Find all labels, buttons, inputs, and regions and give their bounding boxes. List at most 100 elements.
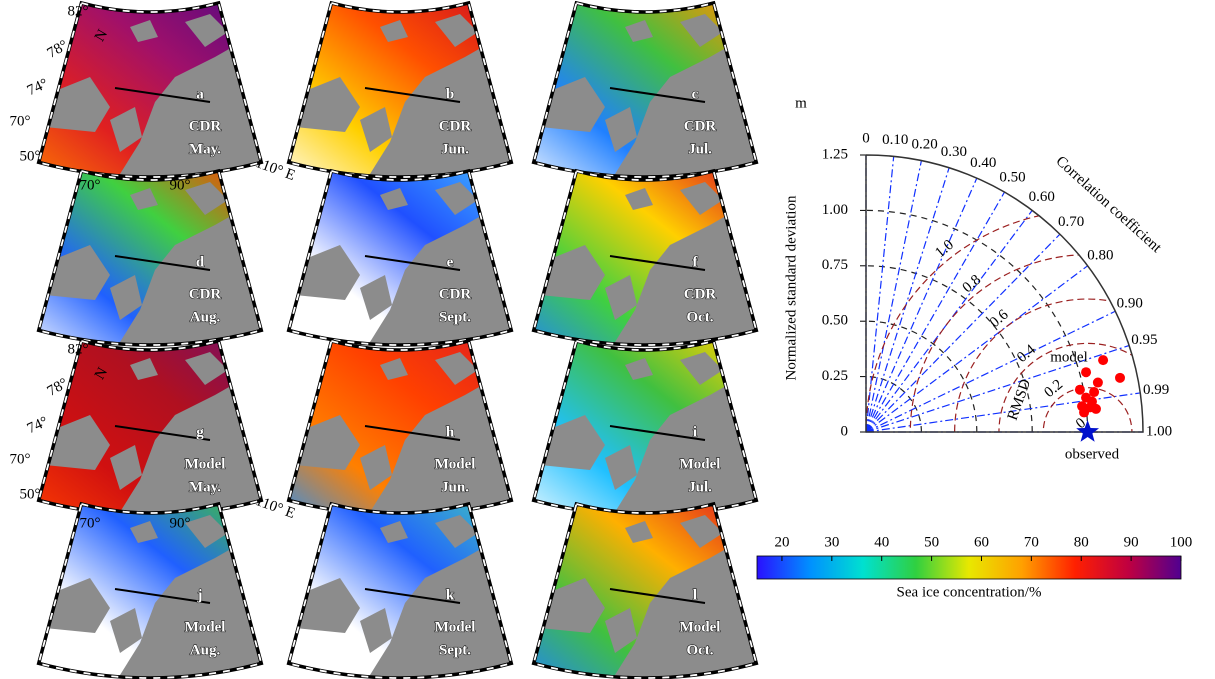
map-panel: l Model Oct. bbox=[515, 503, 756, 679]
lat-label: 74° bbox=[25, 76, 51, 99]
map-panel: c CDR Jul. bbox=[515, 2, 756, 182]
colorbar-tick-label: 40 bbox=[874, 534, 889, 550]
series-label: observed bbox=[1065, 446, 1120, 462]
correlation-tick-label: 0.30 bbox=[941, 144, 967, 160]
model-point bbox=[1081, 367, 1091, 377]
lat-label: 70° bbox=[10, 113, 31, 129]
unit-label: m bbox=[795, 95, 807, 111]
colorbar-tick-label: 100 bbox=[1170, 534, 1193, 550]
correlation-ray bbox=[866, 346, 1129, 432]
panel-month: Sept. bbox=[439, 642, 471, 658]
panel-source: Model bbox=[435, 619, 476, 635]
correlation-ray bbox=[866, 168, 949, 432]
map-panel: k Model Sept. bbox=[270, 503, 511, 679]
model-point bbox=[1075, 385, 1085, 395]
panel-letter: c bbox=[692, 86, 699, 102]
correlation-tick-label: 0.95 bbox=[1131, 332, 1157, 348]
panel-letter: b bbox=[446, 86, 454, 102]
panel-month: Aug. bbox=[190, 642, 221, 658]
correlation-tick-label: 0 bbox=[862, 130, 870, 146]
correlation-tick-label: 0.60 bbox=[1029, 189, 1055, 205]
lon-label: 90° bbox=[170, 177, 191, 193]
colorbar-label: Sea ice concentration/% bbox=[897, 584, 1042, 600]
lon-label: 70° bbox=[80, 515, 101, 531]
panel-month: Jun. bbox=[441, 479, 469, 495]
map-panel: jModelAug. bbox=[20, 503, 261, 679]
panel-letter: k bbox=[446, 587, 455, 603]
panel-letter: g bbox=[196, 424, 204, 440]
y-tick-label: 1.25 bbox=[822, 146, 848, 162]
panel-letter: h bbox=[446, 424, 455, 440]
panel-month: Jul. bbox=[688, 141, 712, 157]
lat-label: 70° bbox=[10, 451, 31, 467]
colorbar-tick-label: 30 bbox=[824, 534, 839, 550]
rmsd-tick-label: 1.0 bbox=[932, 237, 957, 261]
model-point bbox=[1093, 378, 1103, 388]
correlation-tick-label: 0.80 bbox=[1087, 248, 1113, 264]
panel-month: Sept. bbox=[439, 309, 471, 325]
correlation-tick-label: 0.20 bbox=[911, 136, 937, 152]
correlation-tick-label: 0.70 bbox=[1058, 214, 1084, 230]
colorbar-tick-label: 90 bbox=[1124, 534, 1139, 550]
panel-letter: a bbox=[196, 86, 204, 102]
panel-source: CDR bbox=[189, 118, 222, 134]
lat-label: 82° bbox=[68, 3, 89, 19]
panel-source: Model bbox=[680, 619, 721, 635]
lat-label: 74° bbox=[25, 414, 51, 437]
model-point bbox=[1115, 373, 1125, 383]
correlation-tick-label: 0.90 bbox=[1117, 296, 1143, 312]
panel-source: CDR bbox=[439, 118, 472, 134]
panel-month: Oct. bbox=[686, 309, 713, 325]
lon-label: 50° bbox=[20, 486, 41, 502]
panel-source: Model bbox=[185, 456, 226, 472]
panel-month: May. bbox=[189, 141, 221, 157]
panel-letter: i bbox=[693, 424, 697, 440]
panel-source: Model bbox=[435, 456, 476, 472]
panel-source: CDR bbox=[189, 286, 222, 302]
y-tick-label: 1.00 bbox=[822, 202, 848, 218]
panel-letter: j bbox=[197, 587, 203, 603]
panel-month: Jun. bbox=[441, 141, 469, 157]
panel-month: May. bbox=[189, 479, 221, 495]
panel-source: CDR bbox=[684, 118, 717, 134]
correlation-tick-label: 0.10 bbox=[882, 132, 908, 148]
lat-label: 82° bbox=[68, 341, 89, 357]
figure: aCDRMay.bCDRJun.cCDRJul.dCDRAug.eCDRSept… bbox=[0, 0, 1215, 679]
lon-label: 50° bbox=[20, 148, 41, 164]
colorbar-tick-label: 80 bbox=[1074, 534, 1089, 550]
y-axis-label: Normalized standard deviation bbox=[783, 195, 799, 380]
rmsd-tick-label: 0.4 bbox=[1014, 341, 1039, 366]
y-tick-label: 0 bbox=[841, 423, 849, 439]
correlation-tick-label: 0.50 bbox=[999, 170, 1025, 186]
rmsd-label: RMSD bbox=[1005, 377, 1035, 423]
y-tick-label: 0.50 bbox=[822, 313, 848, 329]
correlation-tick-label: 0.99 bbox=[1143, 382, 1169, 398]
map-panel: b CDR Jun. bbox=[270, 2, 511, 182]
rmsd-tick-label: 0.6 bbox=[987, 306, 1012, 331]
panel-letter: e bbox=[447, 254, 454, 270]
grid-arc bbox=[866, 210, 1088, 432]
model-point bbox=[1079, 407, 1089, 417]
map-panel: eCDRSept. bbox=[270, 170, 511, 350]
map-panel: h Model Jun. bbox=[270, 340, 511, 520]
colorbar-tick-label: 20 bbox=[774, 534, 789, 550]
panel-letter: l bbox=[693, 587, 697, 603]
y-tick-label: 0.75 bbox=[822, 257, 848, 273]
panel-letter: d bbox=[196, 254, 205, 270]
rmsd-tick-label: 0.2 bbox=[1041, 377, 1066, 401]
model-point bbox=[1098, 355, 1108, 365]
lon-label: 70° bbox=[80, 177, 101, 193]
colorbar-tick-label: 50 bbox=[924, 534, 939, 550]
panel-month: Oct. bbox=[686, 642, 713, 658]
map-panel: a CDR May. bbox=[20, 2, 261, 182]
map-panel: fCDROct. bbox=[515, 170, 756, 350]
panel-source: CDR bbox=[684, 286, 717, 302]
panel-month: Jul. bbox=[688, 479, 712, 495]
correlation-tick-label: 1.00 bbox=[1146, 423, 1172, 439]
panel-month: Aug. bbox=[190, 309, 221, 325]
colorbar bbox=[757, 556, 1181, 579]
lon-label: 90° bbox=[170, 515, 191, 531]
colorbar-tick-label: 70 bbox=[1024, 534, 1039, 550]
map-panel: g Model May. bbox=[20, 340, 261, 520]
model-point bbox=[1091, 404, 1101, 414]
